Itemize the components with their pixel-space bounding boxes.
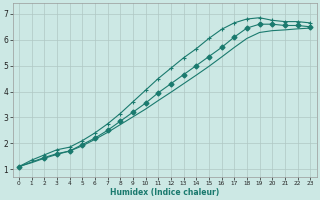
X-axis label: Humidex (Indice chaleur): Humidex (Indice chaleur) bbox=[110, 188, 219, 197]
